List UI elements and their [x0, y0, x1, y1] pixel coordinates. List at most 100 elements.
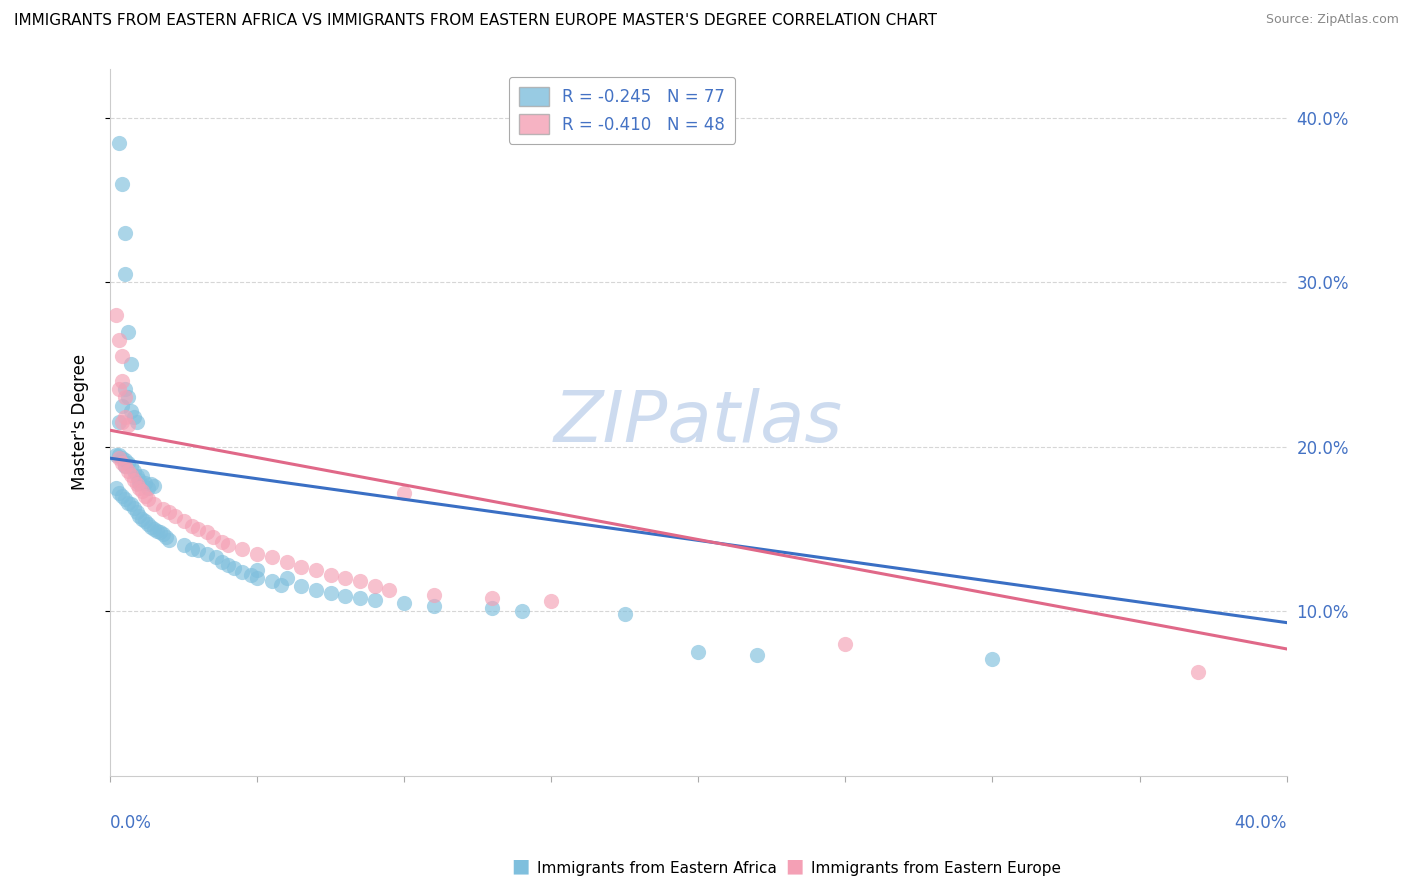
Text: IMMIGRANTS FROM EASTERN AFRICA VS IMMIGRANTS FROM EASTERN EUROPE MASTER'S DEGREE: IMMIGRANTS FROM EASTERN AFRICA VS IMMIGR… [14, 13, 936, 29]
Point [122, 464, 145, 478]
Point [117, 325, 139, 339]
Point [290, 579, 312, 593]
Text: Immigrants from Eastern Europe: Immigrants from Eastern Europe [811, 861, 1062, 876]
Point [378, 582, 401, 597]
Point [131, 484, 153, 499]
Point [111, 456, 134, 470]
Point [319, 586, 342, 600]
Point [111, 489, 134, 503]
Point [128, 473, 150, 487]
Point [157, 505, 180, 519]
Point [290, 559, 312, 574]
Point [120, 403, 142, 417]
Point [108, 451, 131, 466]
Point [349, 591, 371, 605]
Point [335, 589, 357, 603]
Point [246, 547, 269, 561]
Point [114, 226, 136, 240]
Point [163, 508, 186, 523]
Point [134, 489, 156, 503]
Point [305, 563, 328, 577]
Point [540, 594, 562, 608]
Point [143, 522, 166, 536]
Point [128, 508, 150, 523]
Point [136, 481, 159, 495]
Point [104, 448, 127, 462]
Point [111, 374, 134, 388]
Point [114, 459, 136, 474]
Point [155, 530, 177, 544]
Point [211, 535, 233, 549]
Point [202, 530, 225, 544]
Point [349, 574, 371, 589]
Point [335, 571, 357, 585]
Point [125, 477, 148, 491]
Point [187, 522, 209, 536]
Point [131, 469, 153, 483]
Point [120, 497, 142, 511]
Point [114, 453, 136, 467]
Point [173, 514, 195, 528]
Point [364, 592, 387, 607]
Point [120, 358, 142, 372]
Point [104, 481, 127, 495]
Point [260, 549, 283, 564]
Point [613, 607, 636, 622]
Point [141, 520, 163, 534]
Point [114, 382, 136, 396]
Point [195, 547, 218, 561]
Point [141, 477, 163, 491]
Point [1187, 665, 1209, 679]
Point [111, 451, 134, 466]
Point [125, 505, 148, 519]
Point [217, 538, 239, 552]
Point [260, 574, 283, 589]
Point [205, 549, 228, 564]
Point [114, 459, 136, 474]
Point [270, 578, 292, 592]
Point [125, 415, 148, 429]
Point [114, 410, 136, 425]
Point [122, 500, 145, 515]
Point [747, 648, 769, 663]
Text: Immigrants from Eastern Africa: Immigrants from Eastern Africa [537, 861, 778, 876]
Point [240, 568, 263, 582]
Point [246, 563, 269, 577]
Point [125, 469, 148, 483]
Y-axis label: Master's Degree: Master's Degree [72, 354, 89, 490]
Point [117, 495, 139, 509]
Point [392, 596, 415, 610]
Point [111, 177, 134, 191]
Point [422, 588, 444, 602]
Text: ZIPatlas: ZIPatlas [554, 387, 842, 457]
Point [246, 571, 269, 585]
Point [108, 485, 131, 500]
Point [108, 382, 131, 396]
Point [114, 390, 136, 404]
Text: ■: ■ [510, 857, 530, 876]
Point [108, 333, 131, 347]
Point [152, 526, 174, 541]
Point [136, 516, 159, 531]
Point [392, 485, 415, 500]
Point [122, 410, 145, 425]
Point [481, 600, 503, 615]
Point [117, 418, 139, 433]
Text: ■: ■ [785, 857, 804, 876]
Point [134, 514, 156, 528]
Point [114, 492, 136, 507]
Point [231, 565, 253, 579]
Point [143, 479, 166, 493]
Point [114, 267, 136, 281]
Point [364, 579, 387, 593]
Point [134, 475, 156, 490]
Point [120, 467, 142, 482]
Point [195, 525, 218, 540]
Point [111, 399, 134, 413]
Point [152, 502, 174, 516]
Point [276, 571, 298, 585]
Point [117, 390, 139, 404]
Point [117, 456, 139, 470]
Point [131, 512, 153, 526]
Point [481, 591, 503, 605]
